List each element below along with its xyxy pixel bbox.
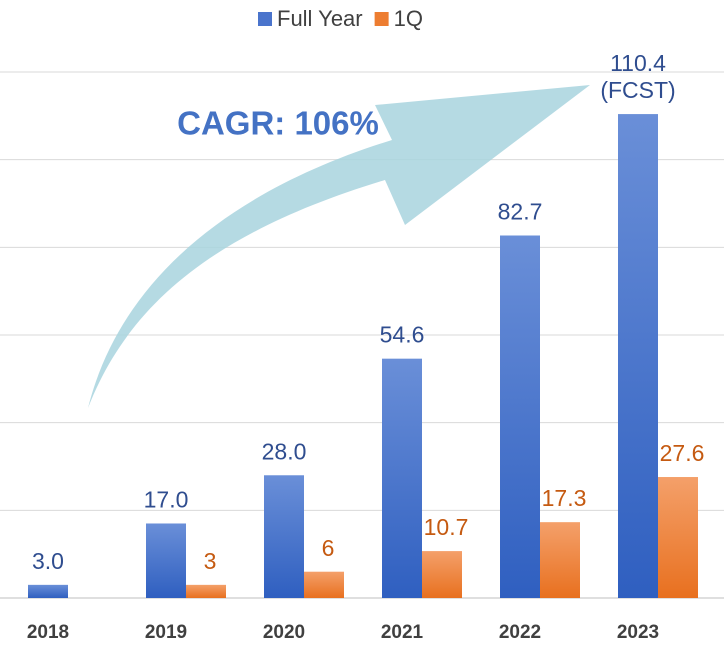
plot: 2018 3.0 2019 17.0 3 2020 28.0 6 2021 54.6 10.7 202… — [0, 6, 724, 643]
bar — [500, 235, 540, 598]
value-label: 27.6 — [660, 440, 705, 466]
bar — [422, 551, 462, 598]
value-label: 82.7 — [498, 199, 543, 225]
bar — [304, 571, 344, 598]
value-label: 17.0 — [144, 487, 189, 513]
legend-swatch — [374, 12, 389, 26]
x-tick-label: 2023 — [617, 622, 659, 643]
legend-label: Full Year — [277, 6, 363, 31]
x-tick-label: 2018 — [27, 622, 69, 643]
bar — [382, 358, 422, 598]
value-label: 17.3 — [542, 485, 587, 511]
bar — [658, 477, 698, 598]
x-tick-label: 2020 — [263, 622, 305, 643]
bar — [186, 584, 226, 598]
value-label: 3 — [204, 548, 217, 574]
growth-arrow — [88, 85, 590, 408]
bar — [146, 523, 186, 598]
legend: Full Year 1Q — [258, 6, 423, 31]
value-label: 3.0 — [32, 548, 64, 574]
x-tick-label: 2021 — [381, 622, 424, 643]
legend-swatch — [258, 12, 272, 26]
value-label: 110.4 (FCST) — [600, 50, 675, 103]
value-label: 10.7 — [424, 514, 469, 540]
annotation: CAGR: 106% — [177, 105, 379, 142]
value-label: 6 — [322, 535, 335, 561]
x-tick-label: 2019 — [145, 622, 187, 643]
x-tick-label: 2022 — [499, 622, 541, 643]
bar — [618, 114, 658, 598]
bar — [540, 522, 580, 598]
value-label: 54.6 — [380, 322, 425, 348]
legend-label: 1Q — [394, 6, 423, 31]
bar — [264, 475, 304, 598]
value-label: 28.0 — [262, 438, 307, 464]
bar — [28, 584, 68, 598]
